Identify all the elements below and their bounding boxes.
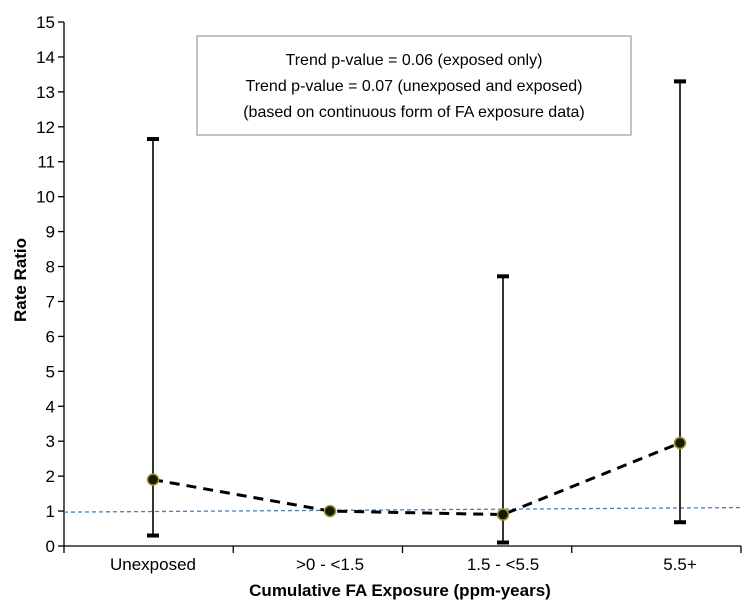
y-tick-label: 7 [46,292,55,311]
y-tick-label: 15 [36,13,55,32]
x-tick-label: 5.5+ [663,555,697,574]
y-axis-title: Rate Ratio [11,238,30,322]
x-tick-label: Unexposed [110,555,196,574]
reference-line [63,506,742,513]
y-tick-label: 10 [36,188,55,207]
x-tick-label: >0 - <1.5 [296,555,364,574]
y-tick-label: 5 [46,362,55,381]
y-tick-label: 9 [46,223,55,242]
trend-annotation-box: Trend p-value = 0.06 (exposed only) Tren… [196,35,632,136]
y-tick-label: 12 [36,118,55,137]
y-tick-label: 2 [46,467,55,486]
annotation-line-2: Trend p-value = 0.07 (unexposed and expo… [246,78,583,95]
y-tick-label: 13 [36,83,55,102]
estimate-points [146,436,687,521]
y-tick-label: 11 [37,153,55,172]
y-tick-label: 8 [46,258,55,277]
error-bars [147,79,686,545]
estimate-point [323,504,337,518]
y-tick-label: 4 [46,397,55,416]
estimate-trend-line [152,441,681,517]
x-axis-title: Cumulative FA Exposure (ppm-years) [249,581,551,600]
estimate-point [496,508,510,521]
annotation-line-1: Trend p-value = 0.06 (exposed only) [286,52,543,69]
annotation-border [196,35,632,136]
y-tick-label: 1 [46,502,55,521]
x-tick-label: 1.5 - <5.5 [467,555,539,574]
y-tick-label: 14 [36,48,55,67]
y-tick-label: 6 [46,327,55,346]
estimate-point [673,436,687,450]
y-tick-label: 0 [46,537,55,556]
annotation-line-3: (based on continuous form of FA exposure… [243,104,585,121]
y-tick-label: 3 [46,432,55,451]
x-axis-ticks: Unexposed >0 - <1.5 1.5 - <5.5 5.5+ [63,546,742,574]
estimate-point [146,473,160,486]
